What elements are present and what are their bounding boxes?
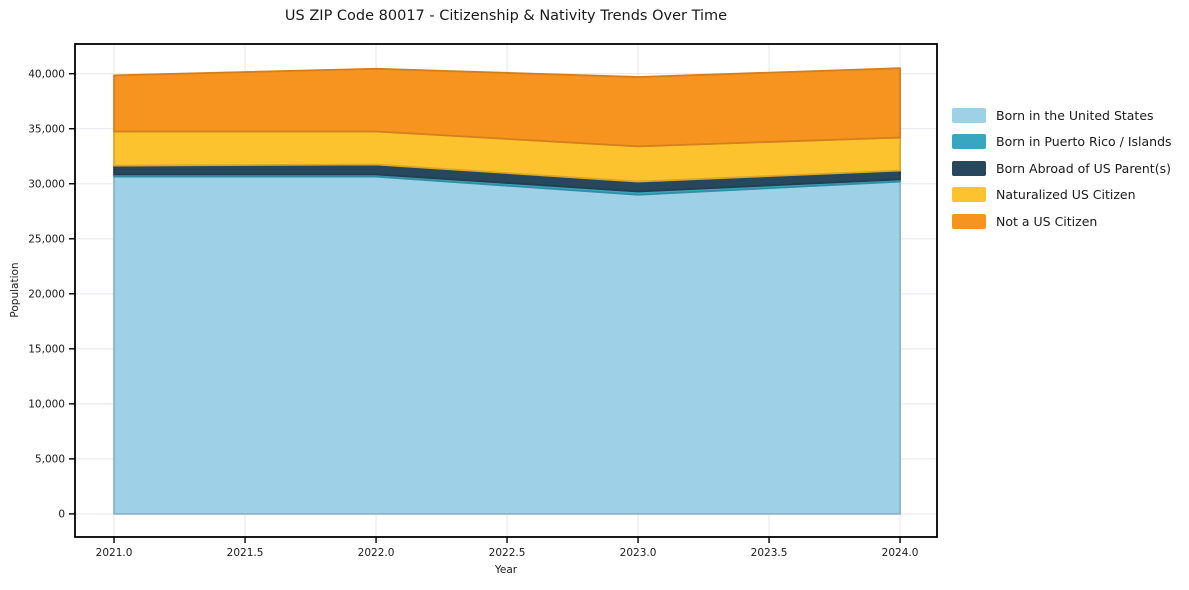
y-tick-label: 35,000 [28,123,65,135]
y-tick-label: 15,000 [28,344,65,356]
x-tick-label: 2023.0 [620,547,657,559]
legend-item-label: Born Abroad of US Parent(s) [996,160,1171,176]
legend-item-label: Born in the United States [996,107,1154,123]
plot-border [74,43,938,538]
x-tick-label: 2021.5 [227,547,264,559]
x-tick-label: 2023.5 [751,547,788,559]
legend-item-label: Born in Puerto Rico / Islands [996,134,1172,150]
y-tick-label: 10,000 [28,399,65,411]
x-tick-label: 2024.0 [882,547,919,559]
legend-swatch-icon [952,213,986,229]
legend-item: Naturalized US Citizen [952,182,1172,209]
legend-swatch-icon [952,107,986,123]
legend-swatch-icon [952,187,986,203]
legend-item-label: Not a US Citizen [996,213,1098,229]
y-tick-label: 20,000 [28,289,65,301]
y-tick-label: 40,000 [28,68,65,80]
area-series [113,175,901,515]
chart-title: US ZIP Code 80017 - Citizenship & Nativi… [284,8,728,24]
y-axis-title: Population [9,262,21,318]
legend-item: Not a US Citizen [952,208,1172,235]
y-tick-label: 30,000 [28,178,65,190]
x-tick-label: 2021.0 [96,547,133,559]
legend-item-label: Naturalized US Citizen [996,187,1136,203]
legend-item: Born in the United States [952,102,1172,129]
legend-item: Born Abroad of US Parent(s) [952,155,1172,182]
x-tick-label: 2022.5 [489,547,526,559]
legend: Born in the United States Born in Puerto … [952,102,1172,235]
y-tick-label: 5,000 [35,454,65,466]
legend-item: Born in Puerto Rico / Islands [952,129,1172,156]
x-tick-label: 2022.0 [358,547,395,559]
y-tick-label: 25,000 [28,233,65,245]
y-tick-label: 0 [58,509,65,521]
area-series [113,67,901,148]
x-axis-title: Year [494,564,518,576]
legend-swatch-icon [952,160,986,176]
legend-swatch-icon [952,134,986,150]
